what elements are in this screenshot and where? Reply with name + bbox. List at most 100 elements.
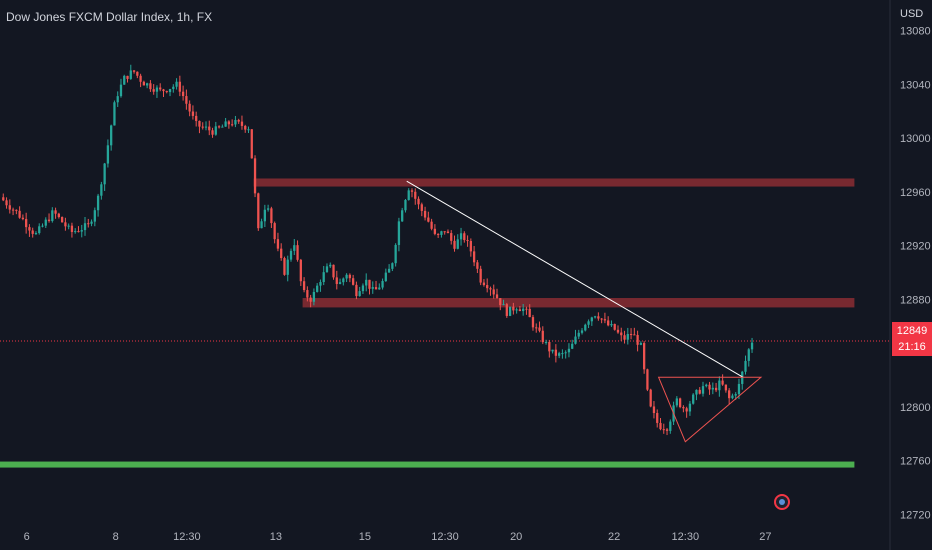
candle-body [508, 306, 512, 316]
candle-body [198, 120, 201, 127]
candle-body [678, 398, 682, 408]
candle-body [21, 217, 25, 220]
candle-body [404, 199, 407, 211]
candle-body [469, 240, 472, 252]
candle-body [551, 349, 554, 352]
candle-body [106, 145, 110, 164]
candle-body [276, 239, 280, 249]
candle-body [244, 125, 247, 130]
x-tick-label: 15 [359, 531, 371, 543]
candle-body [646, 369, 649, 390]
candle-body [636, 334, 639, 345]
y-tick-label: 12800 [900, 402, 931, 414]
candle-body [152, 89, 155, 92]
candle-body [149, 83, 152, 90]
candle-body [185, 96, 188, 104]
candle-body [299, 259, 302, 282]
x-tick-label: 12:30 [431, 531, 459, 543]
y-tick-label: 12960 [900, 187, 931, 199]
candle-body [195, 115, 198, 121]
candle-body [482, 282, 486, 286]
candle-body [250, 129, 253, 159]
currency-label: USD [900, 8, 924, 20]
candle-body [394, 244, 397, 264]
candle-body [633, 334, 636, 336]
candle-body [548, 342, 551, 352]
y-tick-label: 12920 [900, 241, 931, 253]
candle-body [401, 210, 404, 222]
candle-body [332, 264, 335, 278]
candle-body [28, 227, 31, 231]
candle-body [25, 219, 28, 228]
candle-body [351, 278, 355, 285]
candle-body [309, 297, 312, 302]
candle-body [629, 334, 633, 336]
x-tick-label: 6 [24, 531, 30, 543]
candle-body [665, 429, 669, 431]
candle-body [240, 121, 244, 126]
candle-body [750, 342, 754, 350]
candle-body [83, 223, 87, 231]
candle-body [387, 268, 391, 273]
candle-body [237, 120, 240, 122]
candle-body [446, 231, 450, 234]
candle-body [116, 96, 119, 103]
candle-body [518, 309, 522, 312]
x-tick-label: 12:30 [173, 531, 201, 543]
candle-body [64, 222, 67, 227]
candle-body [374, 287, 378, 290]
candle-body [721, 380, 724, 385]
candle-body [365, 279, 368, 286]
candle-body [417, 198, 420, 205]
candle-body [731, 395, 734, 399]
candle-body [5, 200, 8, 206]
candle-body [34, 233, 38, 235]
candle-body [329, 264, 332, 267]
x-tick-label: 20 [510, 531, 522, 543]
candle-body [649, 389, 652, 407]
candle-body [280, 248, 283, 259]
candle-body [741, 371, 744, 384]
candle-body [247, 129, 250, 131]
candle-body [515, 309, 518, 311]
candle-body [459, 233, 463, 240]
candle-body [718, 380, 721, 391]
candle-body [391, 263, 394, 269]
us-flag-event-icon[interactable] [774, 494, 790, 510]
candle-body [296, 245, 299, 260]
candle-body [669, 421, 672, 431]
candle-body [610, 324, 613, 326]
y-tick-label: 12760 [900, 456, 931, 468]
candle-body [368, 279, 371, 289]
candle-body [554, 349, 558, 356]
candle-body [312, 291, 316, 302]
candle-body [234, 120, 237, 125]
candle-body [744, 360, 747, 372]
candle-body [306, 290, 309, 298]
candle-body [54, 210, 57, 214]
x-tick-label: 8 [113, 531, 119, 543]
y-tick-label: 12720 [900, 509, 931, 521]
candle-body [181, 91, 185, 97]
candle-body [270, 208, 273, 224]
candle-body [495, 294, 499, 299]
candle-body [342, 278, 345, 283]
candle-body [15, 209, 18, 211]
candle-body [119, 84, 123, 97]
candle-body [113, 102, 116, 126]
candle-body [613, 324, 616, 330]
candle-body [381, 281, 384, 288]
candle-body [67, 225, 70, 227]
candle-body [257, 193, 260, 229]
candle-body [688, 403, 692, 412]
candle-body [652, 406, 656, 414]
candle-body [293, 245, 296, 251]
candle-body [266, 208, 270, 210]
candle-body [701, 386, 705, 394]
candle-body [711, 387, 714, 390]
resistance-zone-1 [302, 298, 855, 308]
candle-body [80, 230, 83, 232]
candle-body [263, 209, 266, 222]
